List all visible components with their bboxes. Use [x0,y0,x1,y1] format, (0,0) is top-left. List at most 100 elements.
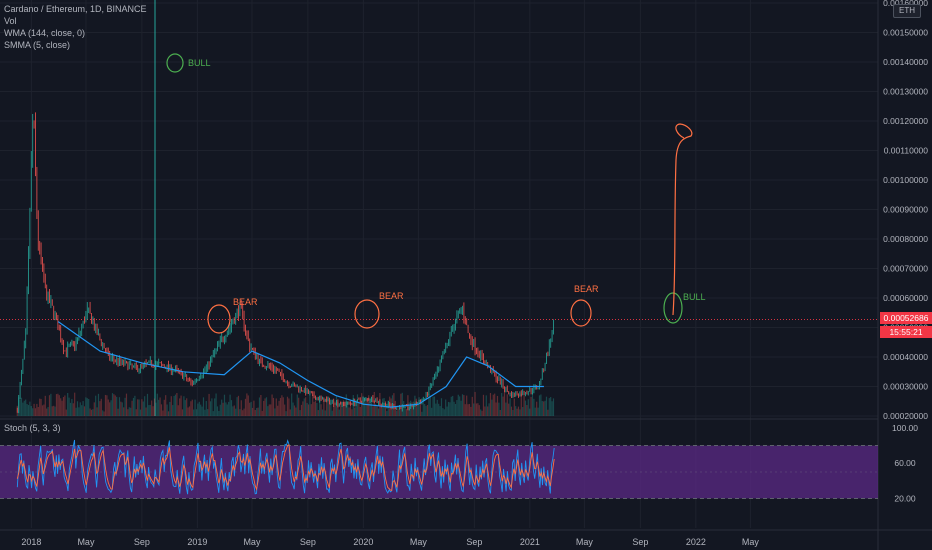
volume-bar [433,396,436,416]
volume-bar [43,404,45,416]
volume-bar [81,405,83,416]
volume-bar [89,408,91,416]
volume-bar [438,403,440,416]
volume-bar [540,394,542,416]
y-tick-label: 0.00030000 [883,382,928,392]
volume-bar [103,411,105,416]
volume-bar [289,409,291,416]
volume-bar [271,394,273,416]
volume-bar [387,400,389,416]
volume-bar [548,398,550,416]
volume-bar [219,404,221,416]
y-tick-label: 0.00100000 [883,175,928,185]
volume-bar [48,395,51,416]
volume-bar [372,406,374,416]
volume-bar [464,404,466,416]
volume-bar [170,396,172,416]
x-tick-label: May [742,537,760,547]
volume-bar [506,394,508,416]
stoch-title[interactable]: Stoch (5, 3, 3) [4,423,61,433]
volume-bar [249,402,251,416]
volume-bar [327,398,329,416]
volume-bar [508,403,510,416]
volume-bar [90,409,93,416]
volume-bar [484,406,486,416]
volume-bar [422,398,424,416]
volume-bar [466,395,468,416]
bear-circle-3 [570,299,592,327]
volume-bar [446,406,448,416]
volume-bar [460,400,462,416]
volume-bar [236,397,238,416]
volume-bar [104,394,107,416]
volume-bar [130,407,132,416]
volume-bar [358,401,360,416]
volume-bar [228,401,230,416]
volume-bar [267,406,269,416]
indicator-smma[interactable]: SMMA (5, close) [4,40,71,50]
stoch-d-line [16,444,555,491]
indicator-vol[interactable]: Vol [4,16,17,26]
annotation-bull-1: BULL [188,58,211,68]
volume-bar [373,391,375,416]
volume-bar [174,394,177,416]
volume-bar [200,404,202,416]
volume-bar [83,406,86,416]
volume-bar [375,403,377,416]
bear-circle-2 [354,299,380,329]
symbol-title[interactable]: Cardano / Ethereum, 1D, BINANCE [4,4,147,14]
volume-bar [226,404,228,416]
volume-bar [263,400,265,416]
volume-bar [60,398,62,416]
volume-bar [205,400,207,416]
volume-bar [526,405,528,416]
volume-bar [215,393,217,416]
volume-bar [487,406,489,416]
volume-bar [356,394,359,416]
volume-bar [109,402,111,416]
volume-bar [512,410,514,416]
annotation-shapes [166,53,693,334]
volume-bar [135,409,137,416]
volume-bar [424,404,426,416]
volume-bar [454,403,457,416]
volume-bar [32,408,34,416]
volume-bar [405,409,408,416]
volume-bar [72,403,74,416]
volume-bar [208,393,210,416]
wma-line [57,321,544,408]
volume-bar [340,400,342,416]
volume-bar [495,402,497,416]
volume-bar [125,393,128,416]
volume-bar [362,395,364,416]
volume-bar [47,407,49,416]
volume-bar [398,407,401,416]
volume-bar [26,403,28,416]
volume-bar [146,393,149,416]
volume-bar [359,406,361,416]
time-axis[interactable]: 2018 May Sep 2019 May Sep 2020 May Sep 2021 May Sep… [21,537,759,547]
y-tick-label: 0.00150000 [883,28,928,38]
volume-bar [291,393,293,416]
volume-bar [229,394,231,416]
y-tick-label: 0.00020000 [883,411,928,421]
volume-bar [239,409,241,416]
volume-bar [258,397,261,416]
volume-bar [23,400,25,416]
volume-bar [349,405,352,416]
indicator-wma[interactable]: WMA (144, close, 0) [4,28,86,38]
volume-bar [442,408,444,416]
price-axis[interactable]: 0.000200000.000300000.000400000.00050000… [883,0,928,503]
volume-bar [386,411,388,416]
volume-bar [496,395,499,416]
volume-bar [440,398,443,416]
currency-badge[interactable]: ETH [893,4,921,18]
bull-circle-2 [663,292,683,324]
volume-bar [153,398,156,416]
volume-bar [552,398,555,416]
volume-bar [216,406,219,416]
volume-bar [97,393,100,416]
volume-bar [92,409,94,416]
